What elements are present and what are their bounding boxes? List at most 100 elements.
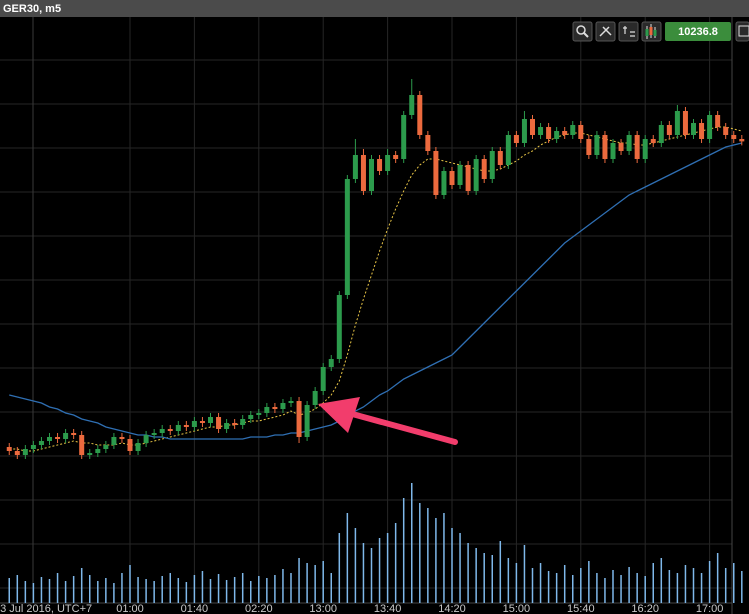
volume-bar (121, 573, 123, 603)
x-tick-label: 17:00 (696, 603, 724, 614)
candle-body (296, 401, 302, 437)
volume-bar (394, 523, 397, 603)
zoom-button[interactable] (572, 21, 593, 42)
volume-bar (177, 578, 180, 603)
volume-bar (346, 513, 349, 603)
candle-body (30, 445, 36, 449)
volume-bar (547, 571, 550, 603)
volume-bar (64, 581, 67, 603)
volume-bar (427, 508, 429, 603)
candle-body (143, 435, 149, 443)
candle-body (71, 433, 77, 435)
volume-bar (499, 541, 502, 603)
header-bar (0, 0, 749, 17)
candle-body (79, 435, 85, 455)
panel-icon (738, 25, 749, 37)
volume-bar (660, 558, 663, 603)
volume-bar (604, 578, 606, 603)
volume-bar (588, 561, 590, 603)
volume-bar (298, 558, 300, 603)
volume-bar (491, 555, 493, 603)
volume-bar (515, 563, 518, 603)
candle-body (336, 295, 342, 359)
candle-body (14, 451, 20, 455)
candle-body (650, 139, 656, 143)
candle-body (360, 155, 366, 191)
volume-bar (274, 575, 276, 603)
volume-bar (233, 577, 236, 603)
x-tick-label: 01:00 (116, 603, 144, 614)
volume-bar (612, 570, 614, 603)
timeframe-button[interactable] (618, 21, 639, 42)
volume-bar (153, 581, 155, 603)
candle-body (634, 135, 640, 159)
candle-body (578, 125, 584, 139)
candle-body (119, 437, 125, 439)
volume-bar (539, 563, 542, 603)
candle-body (47, 437, 52, 441)
volume-bar (419, 503, 421, 603)
volume-bar (225, 580, 228, 603)
candle-body (505, 135, 511, 165)
volume-bar (161, 576, 163, 603)
candle-body (465, 165, 471, 191)
candle-body (618, 143, 624, 151)
candle-body (95, 449, 101, 453)
volume-bar (563, 565, 566, 603)
candle-layer (6, 79, 745, 459)
volume-bar (435, 518, 437, 603)
candle-body (272, 407, 278, 409)
volume-bar (716, 553, 719, 603)
candle-body (369, 159, 374, 191)
volume-bar (724, 568, 727, 603)
volume-bar (241, 573, 244, 603)
volume-bar (258, 576, 260, 603)
candle-body (352, 155, 358, 179)
grid (0, 17, 733, 614)
candle-body (449, 171, 455, 185)
volume-bar (8, 578, 10, 603)
candle-body (723, 127, 729, 135)
candle-body (610, 143, 616, 159)
candle-body (191, 421, 197, 427)
candle-body (497, 151, 503, 165)
volume-bar (459, 533, 461, 603)
candle-body (280, 403, 286, 409)
volume-bar (362, 543, 365, 603)
volume-bar (451, 528, 453, 603)
candle-body (240, 419, 246, 425)
volume-bar (80, 568, 83, 603)
candle-body (433, 151, 439, 195)
candle-body (328, 359, 334, 367)
volume-bar (105, 578, 107, 603)
price-badge[interactable] (665, 22, 731, 41)
volume-bar (338, 533, 341, 603)
candle-body (666, 125, 672, 135)
volume-bar (475, 548, 477, 603)
candle-body (393, 155, 399, 159)
zoom-icon (576, 25, 586, 35)
volume-bar (40, 577, 43, 603)
candle-body (224, 423, 230, 429)
settings-icon (599, 26, 612, 37)
x-tick-label: 13:40 (374, 603, 402, 614)
volume-bar (32, 583, 35, 603)
volume-bar (692, 568, 695, 603)
candle-body (707, 115, 713, 139)
panel-button[interactable] (735, 21, 749, 42)
volume-bar (741, 571, 743, 603)
timeframe-icon (623, 26, 635, 37)
volume-bar (16, 575, 19, 603)
volume-bar (185, 582, 188, 603)
candle-body (55, 437, 61, 439)
candle-body (87, 453, 93, 455)
volume-bar (314, 565, 316, 603)
candle-body (521, 119, 527, 143)
volume-bar (201, 571, 204, 603)
candle-body (288, 401, 294, 403)
volume-bar (217, 574, 220, 603)
candle-body (554, 131, 560, 139)
volume-bar (636, 573, 638, 603)
x-tick-label: 13 Jul 2016, UTC+7 (0, 603, 92, 614)
